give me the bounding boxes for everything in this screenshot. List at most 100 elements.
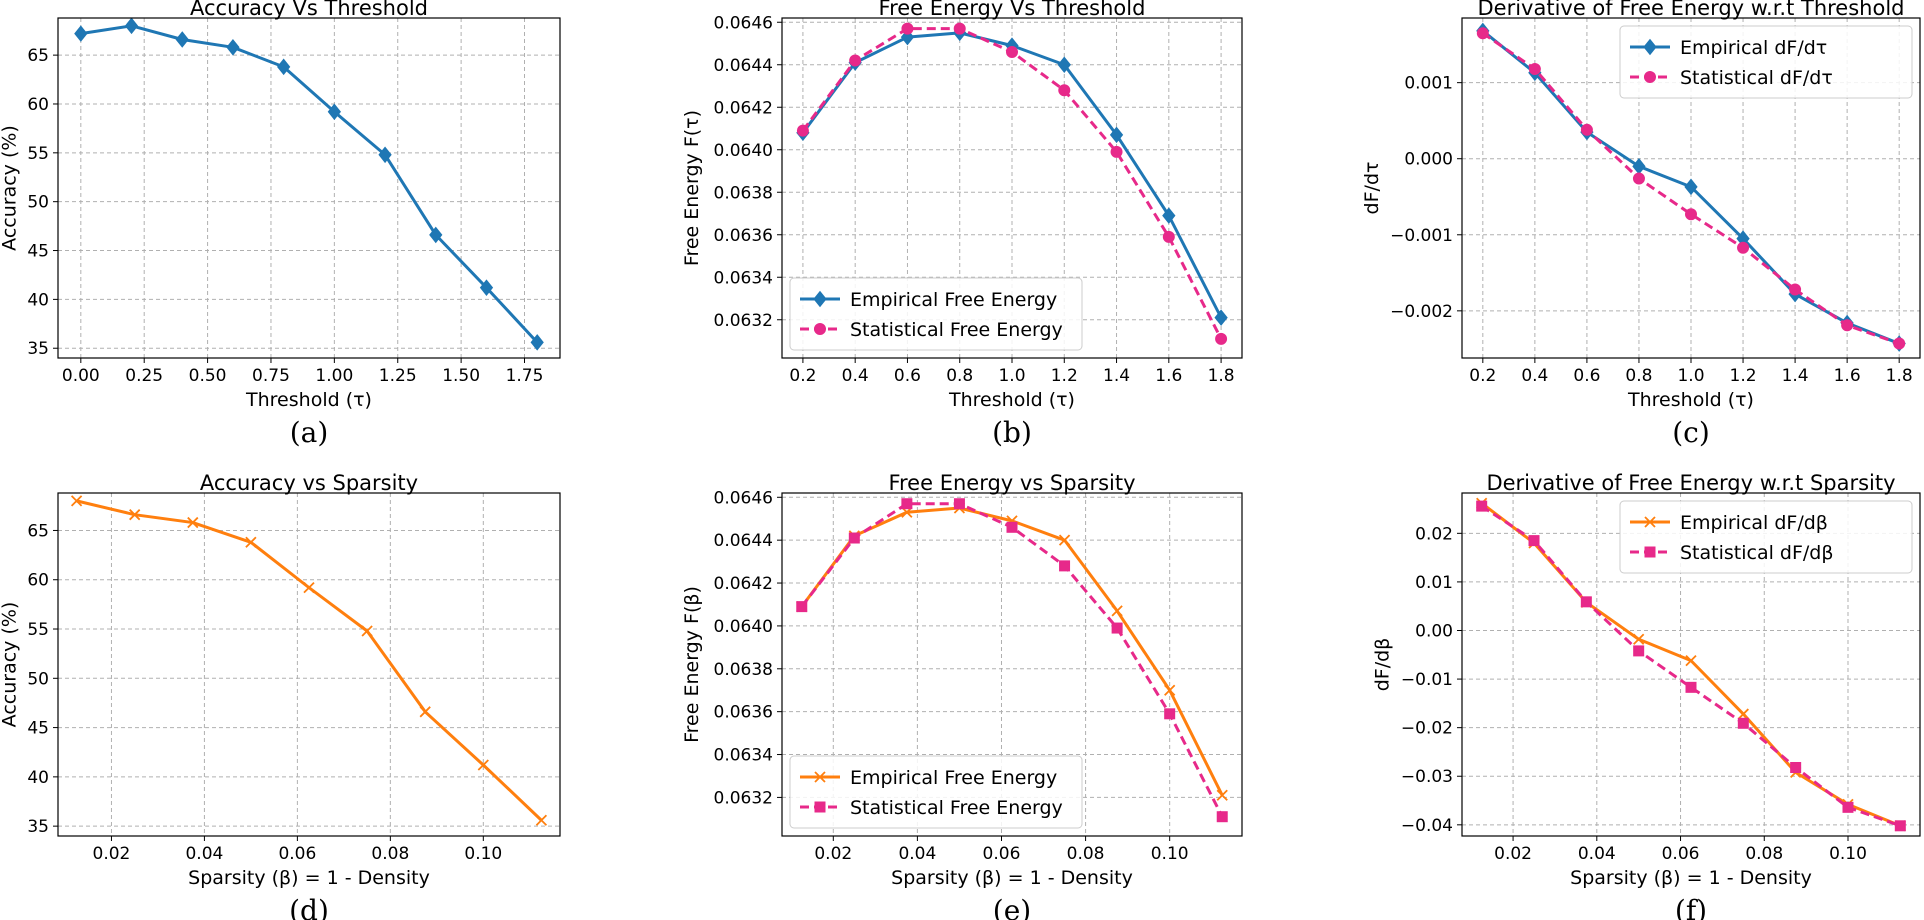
data-point-s0-2	[187, 516, 199, 529]
legend: Empirical dF/dτ Statistical dF/dτ	[1619, 25, 1913, 99]
x-tick-label: 0.10	[1151, 844, 1189, 864]
x-tick-label: 0.08	[1067, 844, 1105, 864]
data-point-s0-4	[1684, 178, 1698, 196]
data-point-s1-2	[1580, 123, 1593, 136]
panel-caption: (a)	[290, 416, 329, 449]
data-point-s1-3	[953, 22, 966, 35]
x-tick-label: 0.00	[62, 366, 100, 386]
legend-label-1: Statistical Free Energy	[850, 797, 1063, 819]
chart-title: Derivative of Free Energy w.r.t Threshol…	[1477, 0, 1904, 20]
data-point-s1-0	[796, 124, 809, 137]
y-axis-label: Free Energy F(τ)	[681, 110, 703, 266]
data-point-s0-8	[1216, 789, 1228, 801]
y-tick-label: −0.03	[1401, 767, 1453, 787]
data-point-s0-4	[277, 58, 291, 76]
data-point-s1-4	[1006, 46, 1018, 58]
data-point-s1-8	[1215, 332, 1228, 345]
legend-marker-0	[1644, 516, 1656, 528]
data-point-s0-3	[245, 536, 257, 548]
data-point-s1-7	[1164, 708, 1176, 720]
x-tick-label: 1.2	[1051, 366, 1078, 386]
x-tick-label: 0.02	[1494, 844, 1532, 864]
legend-label-0: Empirical Free Energy	[850, 767, 1057, 789]
x-tick-label: 1.6	[1155, 366, 1182, 386]
panel-caption: (b)	[992, 416, 1032, 449]
x-tick-label: 0.6	[894, 366, 921, 386]
data-point-s0-3	[226, 39, 240, 56]
x-axis-label: Threshold (τ)	[948, 389, 1075, 411]
data-point-s1-0	[1476, 27, 1489, 40]
chart-title: Free Energy vs Sparsity	[888, 471, 1135, 495]
data-point-s1-1	[849, 54, 862, 67]
series-line-0	[800, 506, 1224, 796]
x-tick-label: 0.75	[252, 366, 290, 386]
y-tick-label: 35	[27, 817, 49, 837]
legend-marker-1	[814, 801, 826, 813]
data-point-s1-4	[1006, 521, 1018, 533]
legend-box	[789, 277, 1083, 351]
y-tick-label: 0.0640	[714, 617, 773, 637]
data-point-s0-6	[419, 706, 431, 718]
y-tick-label: −0.04	[1401, 816, 1453, 836]
x-tick-label: 0.10	[464, 844, 502, 864]
y-tick-label: 45	[27, 719, 49, 739]
y-tick-label: 40	[27, 290, 49, 310]
y-tick-label: 65	[27, 521, 49, 541]
x-tick-label: 0.08	[371, 844, 409, 864]
data-point-s1-3	[1632, 172, 1645, 185]
data-point-s1-7	[1842, 801, 1854, 813]
y-tick-label: 55	[27, 144, 49, 164]
axes-frame	[57, 492, 561, 837]
y-tick-label: 0.0634	[714, 268, 773, 288]
x-tick-label: 1.6	[1834, 366, 1861, 386]
y-tick-label: 40	[27, 768, 49, 788]
data-point-s0-6	[1111, 605, 1123, 617]
panel-caption: (c)	[1672, 416, 1710, 449]
legend-marker-1	[1644, 71, 1656, 83]
x-tick-label: 1.0	[998, 366, 1025, 386]
data-point-s1-4	[1685, 208, 1697, 221]
data-point-s1-1	[848, 532, 860, 544]
data-point-s1-4	[1685, 681, 1697, 693]
data-point-s0-8	[479, 279, 494, 296]
data-point-s0-5	[361, 625, 373, 637]
x-tick-label: 0.8	[1625, 366, 1652, 386]
y-tick-label: 0.0636	[714, 703, 773, 723]
data-point-s1-5	[1737, 241, 1750, 254]
y-tick-label: 0.0646	[714, 488, 773, 508]
y-tick-label: 0.0644	[714, 56, 773, 76]
x-tick-label: 0.2	[1469, 366, 1496, 386]
y-tick-label: 35	[27, 339, 49, 359]
chart-title: Accuracy vs Sparsity	[200, 471, 418, 495]
series-line-0	[80, 24, 539, 344]
data-point-s0-7	[429, 226, 443, 244]
data-point-s1-3	[1633, 645, 1645, 657]
x-tick-label: 0.02	[93, 844, 131, 864]
y-tick-label: 60	[27, 95, 49, 115]
legend-label-0: Empirical dF/dβ	[1680, 512, 1828, 534]
data-point-s1-5	[1058, 84, 1071, 97]
legend-box	[789, 755, 1083, 829]
data-point-s1-7	[1841, 319, 1854, 332]
x-tick-label: 1.2	[1730, 366, 1757, 386]
y-axis-label: Accuracy (%)	[0, 125, 20, 251]
y-tick-label: 0.0638	[714, 183, 773, 203]
y-axis-label: Free Energy F(β)	[681, 586, 703, 743]
data-point-s1-5	[1737, 717, 1749, 729]
x-tick-label: 0.04	[898, 844, 936, 864]
x-tick-label: 0.4	[842, 366, 869, 386]
legend-box	[1619, 500, 1913, 574]
legend-marker-1	[1644, 546, 1656, 558]
data-point-s1-6	[1110, 145, 1123, 158]
y-tick-label: 0.0638	[714, 660, 773, 680]
axes-frame	[1461, 492, 1921, 837]
y-tick-label: −0.002	[1390, 302, 1453, 322]
y-tick-label: −0.001	[1390, 226, 1453, 246]
data-point-s0-9	[530, 334, 544, 351]
y-tick-label: 0.0640	[714, 141, 773, 161]
y-tick-label: 0.0634	[714, 746, 773, 766]
y-tick-label: 0.0632	[714, 311, 773, 331]
panel-caption: (d)	[289, 894, 329, 920]
data-point-s1-6	[1790, 761, 1802, 773]
